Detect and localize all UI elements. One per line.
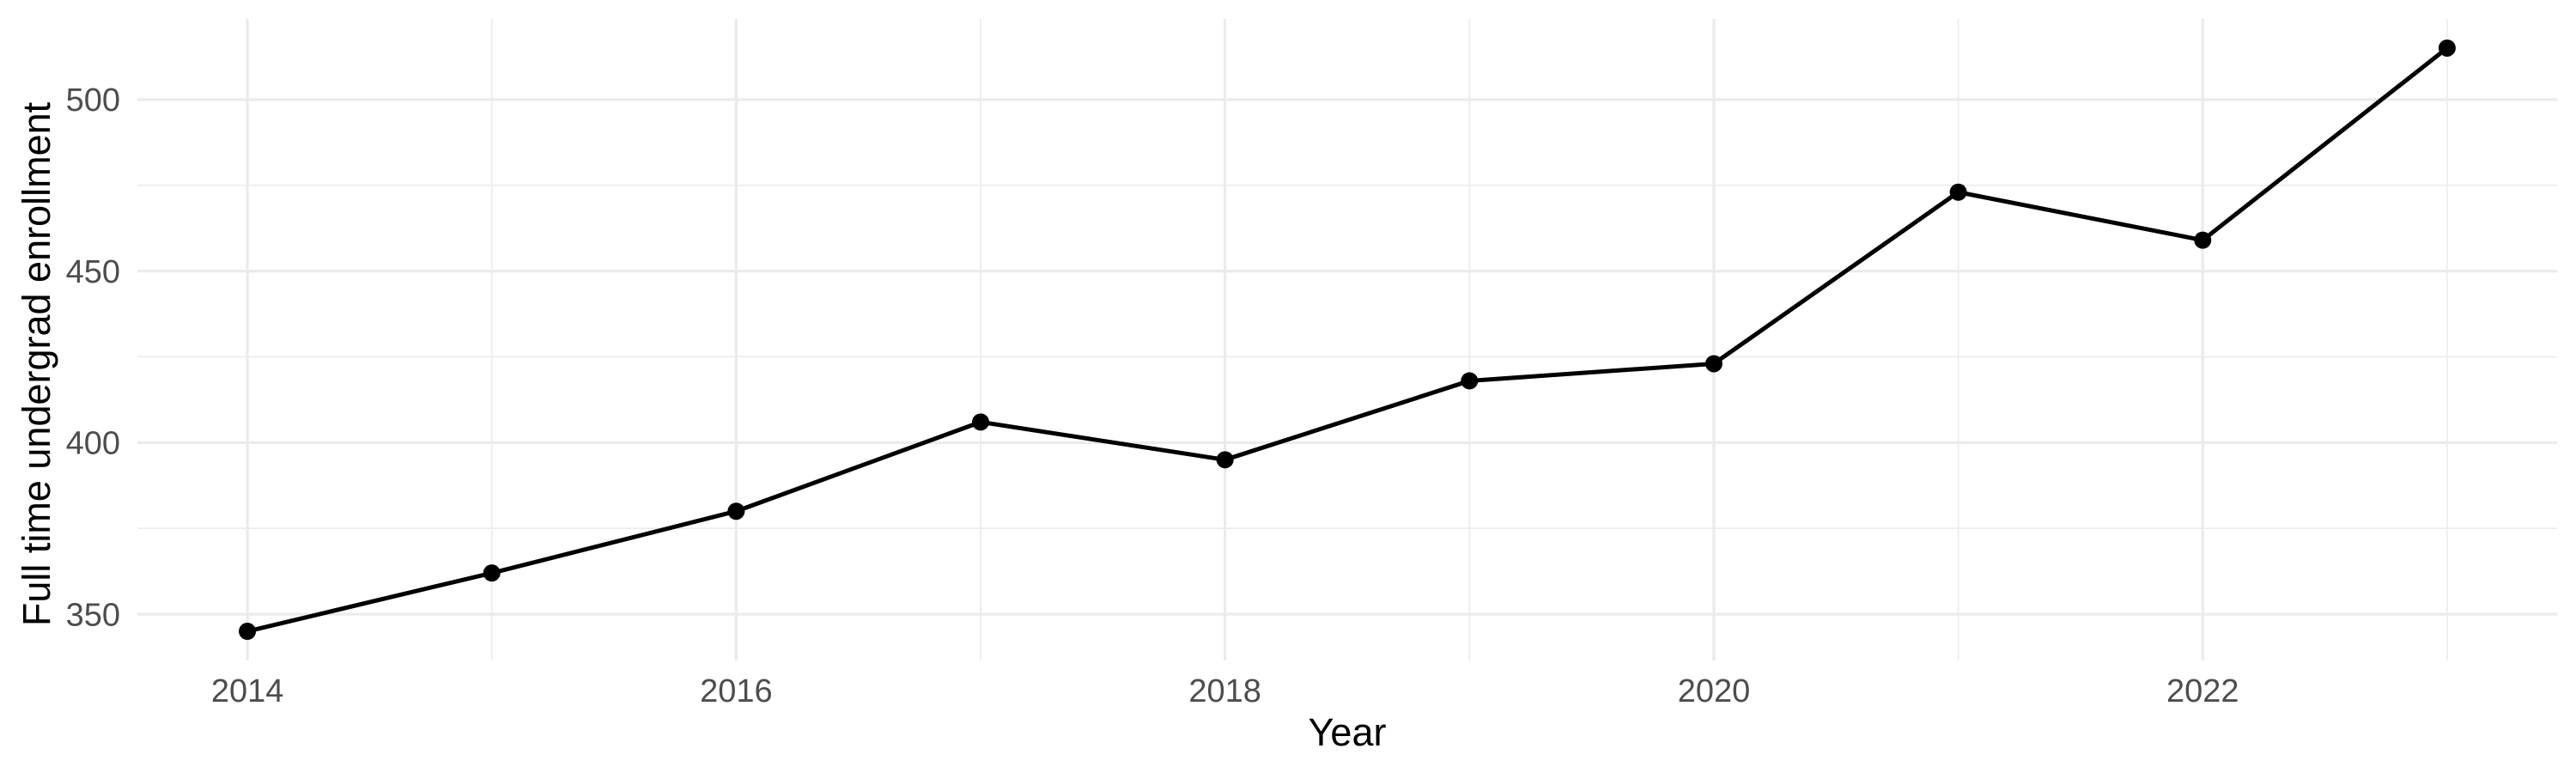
data-point bbox=[1704, 355, 1722, 373]
y-tick-label: 450 bbox=[66, 254, 120, 290]
data-point bbox=[239, 623, 257, 641]
major-gridlines bbox=[137, 19, 2557, 660]
x-axis-tick-labels: 2014 2016 2018 2020 2022 bbox=[211, 673, 2239, 709]
data-point bbox=[2194, 231, 2212, 249]
data-series bbox=[239, 39, 2456, 641]
x-tick-label: 2014 bbox=[211, 673, 284, 709]
data-point bbox=[1461, 372, 1479, 390]
data-point bbox=[1949, 183, 1967, 201]
y-tick-label: 400 bbox=[66, 426, 120, 462]
data-point bbox=[2438, 39, 2456, 57]
x-axis-title: Year bbox=[1309, 710, 1387, 754]
y-axis-title: Full time undergrad enrollment bbox=[15, 101, 58, 626]
x-tick-label: 2022 bbox=[2166, 673, 2239, 709]
y-axis-tick-labels: 350 400 450 500 bbox=[66, 82, 120, 633]
x-tick-label: 2020 bbox=[1678, 673, 1751, 709]
y-tick-label: 350 bbox=[66, 597, 120, 633]
data-point bbox=[483, 564, 501, 582]
y-tick-label: 500 bbox=[66, 82, 120, 119]
minor-gridlines bbox=[137, 19, 2557, 660]
data-point bbox=[727, 502, 745, 520]
x-tick-label: 2018 bbox=[1188, 673, 1261, 709]
x-tick-label: 2016 bbox=[700, 673, 773, 709]
trend-line bbox=[246, 46, 2449, 634]
data-point bbox=[1216, 451, 1234, 469]
data-point bbox=[972, 413, 990, 431]
